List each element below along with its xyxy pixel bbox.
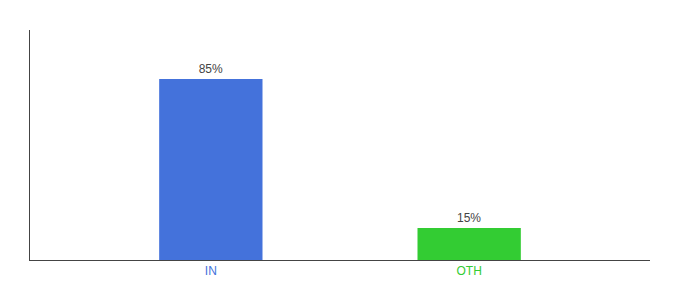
svg-text:IN: IN [205,264,217,278]
svg-text:85%: 85% [199,62,223,76]
svg-text:OTH: OTH [456,264,481,278]
svg-text:15%: 15% [457,211,481,225]
